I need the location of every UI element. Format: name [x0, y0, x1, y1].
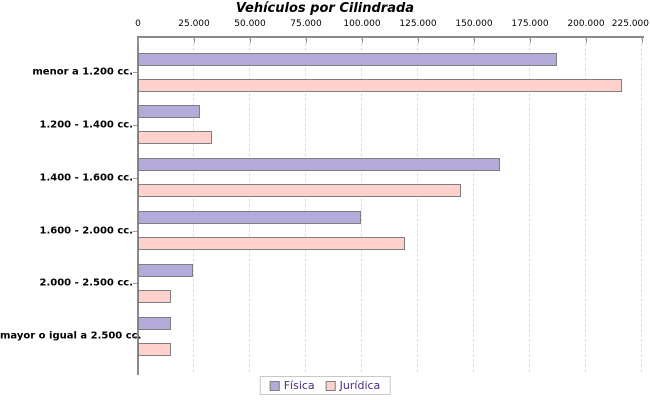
x-tick-mark [250, 38, 251, 43]
x-tick-mark [642, 38, 643, 43]
legend-label-juridica: Jurídica [339, 379, 381, 392]
vertical-gridline [193, 38, 194, 372]
category-label-5: mayor o igual a 2.500 cc. [0, 330, 142, 342]
vertical-gridline [249, 38, 250, 372]
bar-juridica-1 [138, 131, 212, 145]
bar-fisica-2 [138, 158, 500, 172]
bar-fisica-1 [138, 105, 200, 119]
bar-juridica-0 [138, 78, 622, 92]
x-tick-mark [586, 38, 587, 43]
legend: Física Jurídica [259, 376, 391, 395]
bar-fisica-4 [138, 263, 193, 277]
fisica-swatch-icon [269, 380, 280, 391]
category-label-0: menor a 1.200 cc. [32, 66, 133, 78]
category-tick-mark [133, 125, 137, 126]
category-label-4: 2.000 - 2.500 cc. [39, 277, 133, 289]
category-label-3: 1.600 - 2.000 cc. [39, 225, 133, 237]
x-tick-label: 150.000 [455, 19, 493, 29]
chart-title: Vehículos por Cilindrada [235, 1, 415, 16]
juridica-swatch-icon [325, 380, 336, 391]
x-tick-mark [418, 38, 419, 43]
vertical-gridline [641, 38, 642, 372]
x-tick-label: 100.000 [343, 19, 381, 29]
x-tick-label: 225.000 [611, 19, 649, 29]
x-tick-mark [362, 38, 363, 43]
x-axis-line [137, 36, 644, 38]
category-tick-mark [133, 336, 137, 337]
x-tick-label: 50.000 [234, 19, 266, 29]
vertical-gridline [585, 38, 586, 372]
bar-fisica-0 [138, 52, 557, 66]
bar-juridica-4 [138, 289, 171, 303]
vertical-gridline [473, 38, 474, 372]
x-tick-label: 200.000 [567, 19, 605, 29]
category-tick-mark [133, 283, 137, 284]
bar-fisica-3 [138, 211, 361, 225]
category-tick-mark [133, 178, 137, 179]
bar-fisica-5 [138, 316, 171, 330]
x-tick-mark [306, 38, 307, 43]
category-tick-mark [133, 72, 137, 73]
x-tick-label: 25.000 [178, 19, 210, 29]
x-tick-mark [138, 38, 139, 43]
bar-juridica-5 [138, 342, 171, 356]
x-tick-label: 75.000 [290, 19, 322, 29]
vertical-gridline [529, 38, 530, 372]
y-axis-line [137, 36, 139, 375]
legend-label-fisica: Física [283, 379, 315, 392]
bar-juridica-2 [138, 184, 461, 198]
x-tick-mark [194, 38, 195, 43]
legend-item-juridica: Jurídica [325, 379, 381, 392]
legend-item-fisica: Física [269, 379, 315, 392]
bar-juridica-3 [138, 237, 405, 251]
x-tick-label: 125.000 [399, 19, 437, 29]
vertical-gridline [305, 38, 306, 372]
x-tick-label: 0 [135, 19, 141, 29]
category-label-1: 1.200 - 1.400 cc. [39, 119, 133, 131]
x-tick-mark [530, 38, 531, 43]
category-tick-mark [133, 231, 137, 232]
category-label-2: 1.400 - 1.600 cc. [39, 172, 133, 184]
x-tick-label: 175.000 [511, 19, 549, 29]
x-tick-mark [474, 38, 475, 43]
vertical-gridline [417, 38, 418, 372]
vertical-gridline [361, 38, 362, 372]
